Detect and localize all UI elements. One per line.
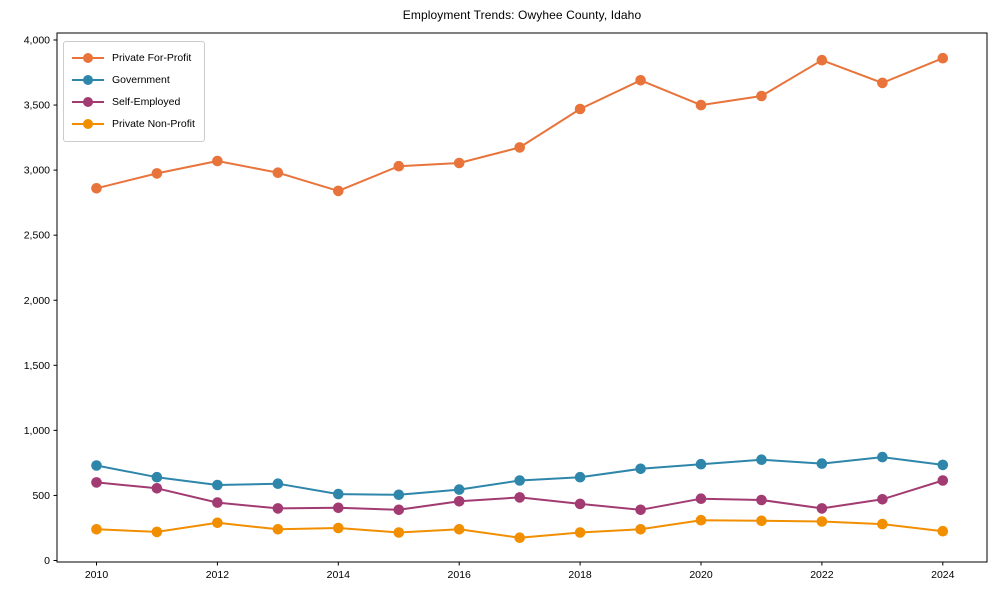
data-point-private-for-profit <box>695 99 707 111</box>
data-point-self-employed <box>212 497 223 508</box>
x-axis-tick-label: 2022 <box>810 569 834 581</box>
series-line-private-for-profit <box>96 57 944 192</box>
data-point-self-employed <box>756 494 767 506</box>
data-point-private-non-profit <box>212 517 223 529</box>
legend-label-government: Government <box>112 74 170 86</box>
data-point-government <box>574 471 586 483</box>
data-point-private-non-profit <box>151 526 163 538</box>
data-point-private-for-profit <box>937 52 949 64</box>
data-point-self-employed <box>272 503 284 514</box>
y-axis-tick-label: 1,500 <box>24 360 50 372</box>
data-point-private-non-profit <box>574 527 586 538</box>
data-point-government <box>514 475 525 486</box>
legend-box: Private For-Profit Government Self-Employe… <box>63 41 205 142</box>
data-point-self-employed <box>514 492 525 503</box>
data-point-government <box>695 458 707 470</box>
data-point-self-employed <box>695 493 707 505</box>
data-point-private-for-profit <box>272 167 284 178</box>
y-axis-tick-label: 4,000 <box>24 35 50 47</box>
data-point-private-for-profit <box>212 155 223 167</box>
data-point-private-non-profit <box>453 524 465 535</box>
data-point-government <box>91 460 102 471</box>
data-point-private-non-profit <box>756 515 767 527</box>
x-axis-tick-label: 2010 <box>85 569 109 581</box>
x-axis-tick-label: 2014 <box>327 569 351 581</box>
y-axis-tick-label: 1,000 <box>24 425 50 437</box>
y-axis-tick-label: 2,500 <box>24 230 50 242</box>
legend-marker-icon <box>72 53 104 63</box>
data-point-private-non-profit <box>514 532 525 543</box>
legend-item-private-non-profit: Private Non-Profit <box>71 113 196 135</box>
data-point-self-employed <box>816 503 828 514</box>
data-point-self-employed <box>877 494 888 505</box>
legend-item-private-for-profit: Private For-Profit <box>71 47 196 69</box>
data-point-government <box>393 489 405 501</box>
y-axis-tick-label: 3,500 <box>24 100 50 112</box>
data-point-private-for-profit <box>333 185 344 197</box>
data-point-private-non-profit <box>91 524 102 535</box>
data-point-private-for-profit <box>514 142 525 153</box>
data-point-government <box>877 451 888 463</box>
legend-label-self-employed: Self-Employed <box>112 96 181 108</box>
data-point-self-employed <box>453 496 465 507</box>
data-point-self-employed <box>91 477 102 488</box>
x-axis-tick-label: 2012 <box>206 569 230 581</box>
data-point-private-for-profit <box>635 75 646 86</box>
data-point-government <box>816 458 828 469</box>
legend-marker-icon <box>72 97 104 107</box>
data-point-self-employed <box>393 504 405 516</box>
data-point-private-for-profit <box>756 90 767 102</box>
data-point-private-non-profit <box>635 524 646 535</box>
data-point-government <box>635 463 646 475</box>
data-point-government <box>212 479 223 491</box>
data-point-private-non-profit <box>937 525 949 537</box>
y-axis-tick-label: 3,000 <box>24 165 50 177</box>
x-axis-tick-label: 2024 <box>931 569 955 581</box>
legend-item-government: Government <box>71 69 196 91</box>
y-axis-tick-label: 2,000 <box>24 295 50 307</box>
data-point-private-non-profit <box>877 518 888 530</box>
data-point-self-employed <box>574 498 586 510</box>
data-point-private-non-profit <box>816 516 828 527</box>
data-point-private-for-profit <box>393 160 405 172</box>
data-point-private-non-profit <box>333 522 344 534</box>
legend-label-private-for-profit: Private For-Profit <box>112 52 192 64</box>
x-axis-tick-label: 2018 <box>568 569 592 581</box>
data-point-private-non-profit <box>272 524 284 535</box>
data-point-private-for-profit <box>877 77 888 89</box>
legend-item-self-employed: Self-Employed <box>71 91 196 113</box>
data-point-private-for-profit <box>574 103 586 115</box>
data-point-private-non-profit <box>393 527 405 538</box>
legend-marker-icon <box>72 75 104 85</box>
data-point-government <box>937 459 949 471</box>
legend-marker-icon <box>72 119 104 129</box>
x-axis-tick-label: 2016 <box>448 569 472 581</box>
data-point-government <box>333 488 344 500</box>
data-point-government <box>453 484 465 495</box>
data-point-self-employed <box>635 504 646 516</box>
data-point-private-non-profit <box>695 514 707 526</box>
data-point-self-employed <box>937 475 949 486</box>
data-point-government <box>151 471 163 483</box>
chart-title: Employment Trends: Owyhee County, Idaho <box>402 8 642 22</box>
y-axis-tick-label: 500 <box>32 490 50 502</box>
x-axis-tick-label: 2020 <box>689 569 713 581</box>
data-point-private-for-profit <box>151 168 163 179</box>
data-point-government <box>272 478 284 490</box>
data-point-government <box>756 454 767 466</box>
data-point-private-for-profit <box>816 54 828 66</box>
data-point-self-employed <box>151 483 163 494</box>
data-point-private-for-profit <box>453 157 465 169</box>
legend-label-private-non-profit: Private Non-Profit <box>112 118 195 130</box>
data-point-private-for-profit <box>91 183 102 194</box>
plot-frame <box>56 32 988 563</box>
y-axis-tick-label: 0 <box>44 555 50 567</box>
data-point-self-employed <box>333 502 344 514</box>
